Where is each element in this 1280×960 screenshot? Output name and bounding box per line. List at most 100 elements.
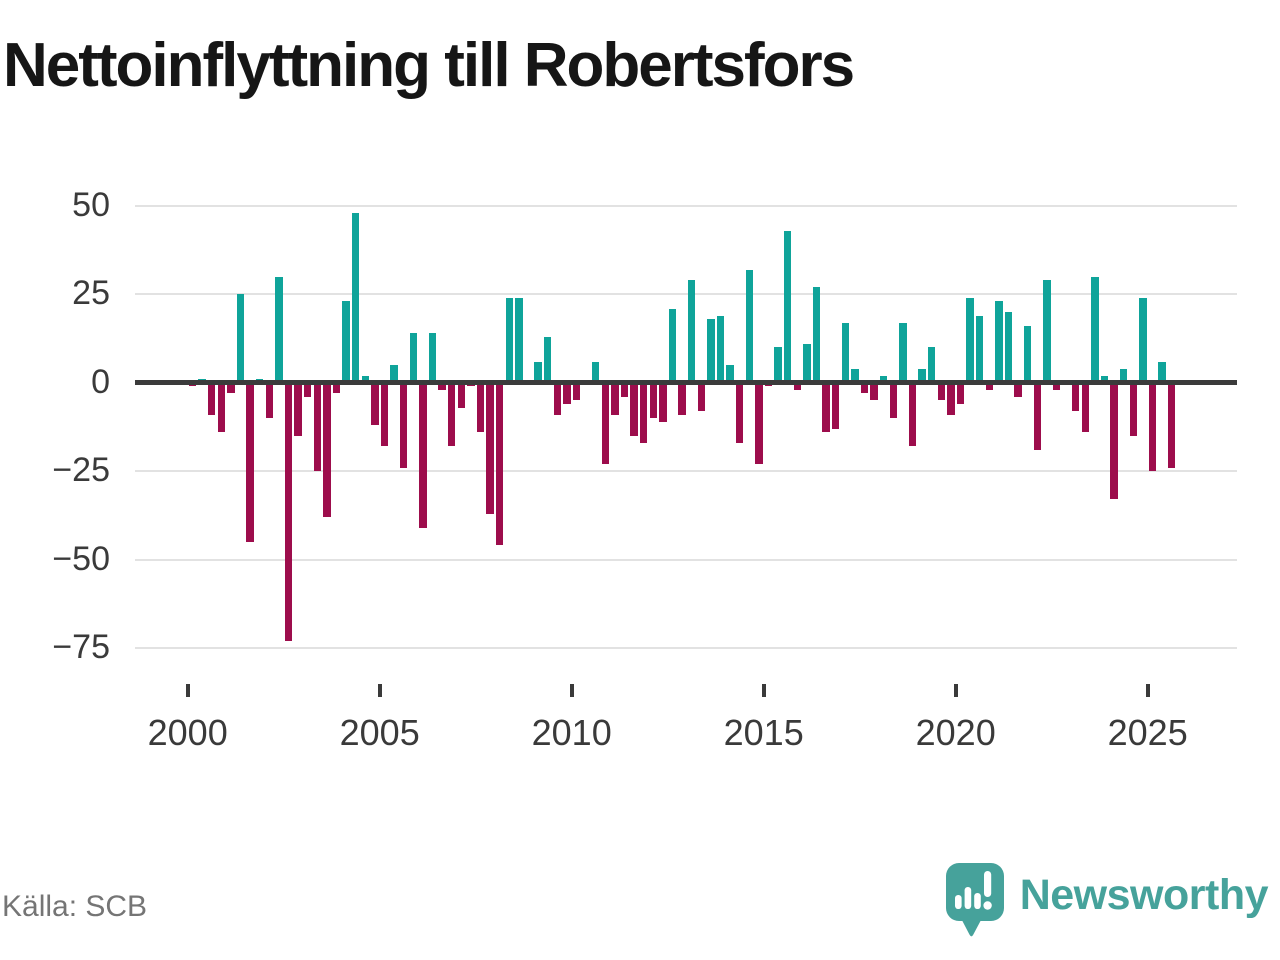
bar: [342, 301, 350, 383]
bar: [822, 382, 830, 433]
bar: [313, 382, 322, 472]
gridline: [135, 470, 1237, 473]
bar: [303, 382, 312, 397]
bar: [774, 347, 782, 383]
y-axis-label: 25: [72, 274, 110, 313]
bar: [1167, 382, 1176, 468]
bar: [879, 375, 888, 383]
x-axis-label: 2005: [339, 712, 420, 753]
newsworthy-brand: Newsworthy: [945, 862, 1269, 940]
bar: [918, 368, 926, 383]
bar: [390, 365, 398, 383]
bar: [217, 382, 226, 433]
bar: [1043, 280, 1051, 383]
bar: [371, 382, 379, 426]
bar: [975, 315, 984, 383]
bar: [668, 308, 677, 383]
bar: [927, 347, 936, 383]
bar: [409, 333, 418, 383]
bar: [841, 322, 850, 383]
bar: [803, 343, 811, 383]
bar: [985, 382, 994, 390]
bar: [361, 375, 370, 383]
bar: [572, 382, 581, 401]
bar: [351, 213, 360, 383]
bar: [486, 382, 494, 514]
bar: [284, 382, 293, 641]
bar: [380, 382, 389, 447]
bar: [851, 368, 859, 383]
bar: [265, 382, 274, 419]
bar: [745, 269, 754, 383]
bar: [323, 382, 331, 518]
bar: [543, 336, 552, 383]
bar: [1100, 375, 1109, 383]
bar: [726, 365, 734, 383]
bar: [1052, 382, 1061, 390]
bar: [438, 382, 446, 390]
x-axis-label: 2015: [723, 712, 804, 753]
bar: [659, 382, 667, 422]
x-axis-label: 2025: [1107, 712, 1188, 753]
bar: [1158, 361, 1166, 383]
bar: [707, 319, 715, 383]
bar: [716, 315, 725, 383]
gridline: [135, 293, 1237, 296]
x-axis-label: 2000: [147, 712, 228, 753]
bar: [812, 287, 821, 383]
y-axis-label: 0: [91, 362, 110, 401]
y-axis-label: −25: [52, 451, 110, 490]
bar: [735, 382, 744, 443]
bar: [601, 382, 610, 465]
bar: [476, 382, 485, 433]
bar: [947, 382, 955, 415]
bar: [236, 294, 245, 383]
bar: [697, 382, 706, 412]
bar: [553, 382, 562, 415]
bar: [755, 382, 763, 465]
bar: [620, 382, 629, 397]
bar: [1081, 382, 1090, 433]
bar: [1014, 382, 1022, 397]
bar: [1119, 368, 1128, 383]
bar: [899, 322, 907, 383]
bar: [227, 382, 235, 394]
bar: [1129, 382, 1138, 436]
bar: [937, 382, 946, 401]
bar: [649, 382, 658, 419]
y-axis-label: 50: [72, 186, 110, 224]
bar: [428, 333, 437, 383]
bar: [1071, 382, 1080, 412]
bar: [563, 382, 571, 404]
bar: [505, 297, 514, 383]
chart-title: Nettoinflyttning till Robertsfors: [3, 31, 855, 100]
bar: [860, 382, 869, 394]
bar: [611, 382, 619, 415]
bar: [831, 382, 840, 429]
bar: [783, 230, 792, 383]
bar: [294, 382, 302, 436]
bar: [687, 280, 696, 383]
bar: [956, 382, 965, 404]
bar: [332, 382, 341, 394]
bar: [1110, 382, 1118, 500]
bar: [1033, 382, 1042, 450]
bar: [1004, 312, 1013, 383]
bar: [966, 297, 974, 383]
bar: [639, 382, 648, 443]
bar: [870, 382, 878, 401]
x-axis-tick: [761, 684, 766, 697]
x-axis-tick: [185, 684, 190, 697]
x-axis-tick: [377, 684, 382, 697]
bar: [1091, 276, 1099, 383]
x-axis-label: 2010: [531, 712, 612, 753]
bar: [1023, 326, 1032, 383]
bar: [889, 382, 898, 419]
bar: [1139, 297, 1147, 383]
x-axis-tick: [1145, 684, 1150, 697]
gridline: [135, 558, 1237, 561]
bar: [995, 301, 1003, 383]
y-axis-label: −75: [52, 628, 110, 666]
x-axis-tick: [953, 684, 958, 697]
